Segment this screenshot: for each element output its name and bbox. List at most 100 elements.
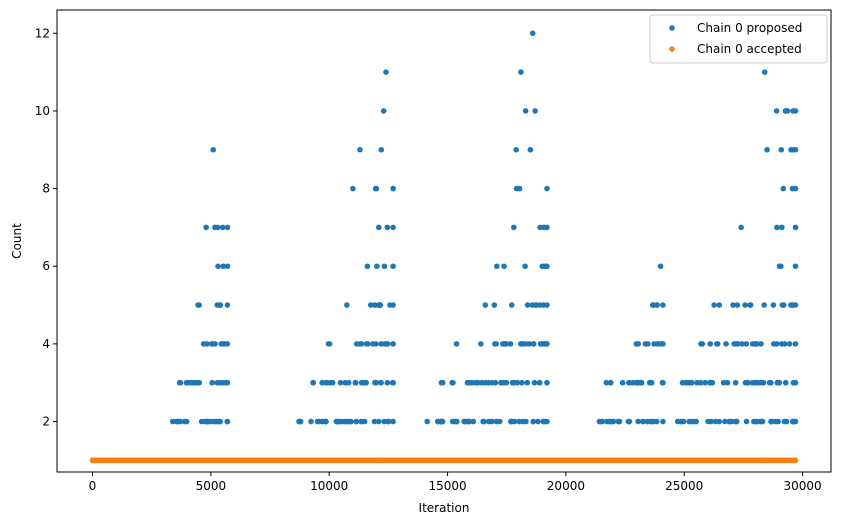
proposed-point <box>660 302 666 308</box>
x-axis: 0 5000 10000 15000 20000 25000 30000 <box>89 472 822 493</box>
proposed-point <box>537 224 543 231</box>
proposed-point <box>461 418 467 425</box>
proposed-point <box>532 302 539 308</box>
proposed-point <box>500 341 506 347</box>
y-axis: 2 4 6 8 10 12 <box>35 26 57 429</box>
proposed-point <box>732 379 739 386</box>
proposed-point <box>648 418 655 425</box>
proposed-point <box>383 69 389 75</box>
x-tick-label: 5000 <box>196 479 227 493</box>
proposed-point <box>519 341 526 347</box>
proposed-point <box>716 418 723 425</box>
legend: Chain 0 proposed Chain 0 accepted <box>649 14 828 64</box>
proposed-point <box>195 302 201 308</box>
proposed-point <box>183 418 190 425</box>
proposed-point <box>337 379 344 386</box>
proposed-point <box>224 302 231 308</box>
proposed-point <box>764 146 770 153</box>
y-tick-label: 6 <box>42 259 50 273</box>
proposed-point <box>747 302 754 308</box>
proposed-point <box>770 341 777 347</box>
proposed-point <box>353 341 360 347</box>
proposed-point <box>792 379 799 386</box>
proposed-point <box>319 379 326 386</box>
proposed-point <box>720 379 727 386</box>
proposed-point <box>607 379 614 386</box>
proposed-point <box>768 418 774 425</box>
proposed-point <box>215 418 221 425</box>
proposed-point <box>680 418 687 425</box>
proposed-point <box>779 224 785 231</box>
legend-box <box>649 14 828 64</box>
proposed-point <box>792 418 799 425</box>
proposed-point <box>390 418 396 425</box>
proposed-point <box>217 302 223 308</box>
proposed-point <box>381 263 388 270</box>
y-tick-label: 12 <box>35 26 50 40</box>
x-tick-label: 0 <box>89 479 97 493</box>
proposed-point <box>363 379 370 386</box>
proposed-point <box>522 108 529 114</box>
proposed-point <box>783 418 790 425</box>
proposed-point <box>209 379 215 386</box>
proposed-point <box>482 302 489 308</box>
proposed-point <box>513 146 519 153</box>
proposed-point <box>716 302 723 308</box>
proposed-point <box>198 418 205 425</box>
proposed-point <box>780 185 787 192</box>
proposed-point <box>390 224 396 231</box>
proposed-point <box>344 302 350 308</box>
proposed-point <box>606 418 612 425</box>
proposed-point <box>743 418 750 425</box>
proposed-point <box>384 379 391 386</box>
proposed-point <box>342 379 349 386</box>
proposed-point <box>507 341 514 347</box>
proposed-point <box>537 341 544 347</box>
x-tick-label: 30000 <box>784 479 822 493</box>
proposed-point <box>390 379 396 386</box>
plot-area <box>57 10 831 472</box>
accepted-point <box>792 457 799 464</box>
proposed-point <box>786 341 793 347</box>
legend-marker-accepted <box>669 46 675 52</box>
x-tick-label: 25000 <box>665 479 703 493</box>
proposed-point <box>203 224 209 231</box>
proposed-point <box>682 379 689 386</box>
proposed-point <box>352 379 359 386</box>
proposed-point <box>660 341 666 347</box>
proposed-point <box>373 379 379 386</box>
proposed-point <box>777 263 784 270</box>
proposed-point <box>773 108 780 114</box>
proposed-point <box>761 302 767 308</box>
proposed-point <box>524 302 531 308</box>
proposed-point <box>772 418 779 425</box>
proposed-point <box>493 263 500 270</box>
proposed-point <box>378 379 384 386</box>
proposed-point <box>189 379 195 386</box>
proposed-point <box>626 418 633 425</box>
proposed-point <box>376 224 382 231</box>
proposed-point <box>470 418 477 425</box>
proposed-point <box>619 379 626 386</box>
proposed-point <box>424 418 431 425</box>
proposed-point <box>730 302 736 308</box>
proposed-point <box>531 379 538 386</box>
proposed-point <box>511 379 517 386</box>
proposed-point <box>390 341 396 347</box>
proposed-point <box>529 30 536 37</box>
proposed-point <box>364 263 371 270</box>
proposed-point <box>697 379 704 386</box>
proposed-point <box>374 263 380 270</box>
proposed-point <box>779 341 785 347</box>
proposed-point <box>711 302 717 308</box>
proposed-point <box>501 263 507 270</box>
proposed-point <box>377 302 383 308</box>
proposed-point <box>380 108 387 114</box>
proposed-point <box>774 224 780 231</box>
proposed-point <box>626 379 632 386</box>
proposed-point <box>702 379 708 386</box>
proposed-point <box>646 379 653 386</box>
proposed-point <box>453 341 460 347</box>
proposed-point <box>196 379 203 386</box>
plot-frame <box>56 9 832 473</box>
